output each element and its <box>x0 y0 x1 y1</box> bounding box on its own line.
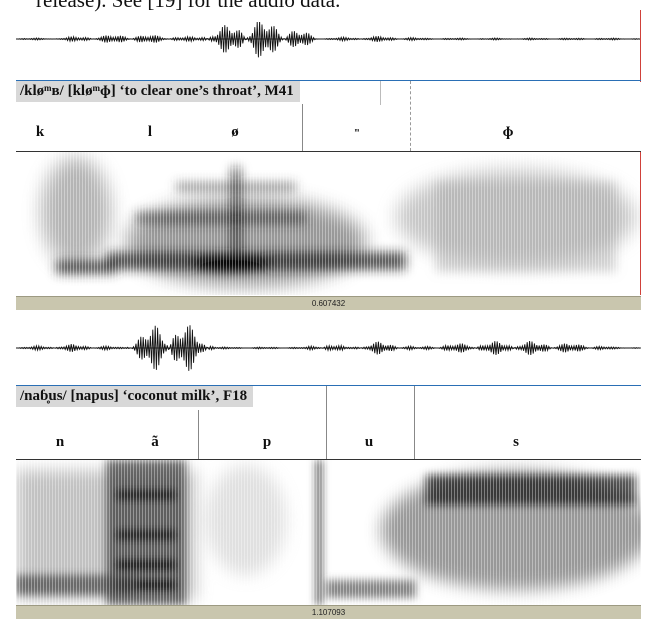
segment-m-prenasal: ᵐ <box>354 126 360 136</box>
duration-label-1: 0.607432 <box>311 299 346 308</box>
duration-label-2: 1.107093 <box>311 608 346 617</box>
segment-u: u <box>364 434 374 450</box>
cursor-line-1b <box>640 152 641 295</box>
tier-border-2a <box>16 385 641 386</box>
segment-n: n <box>55 434 65 450</box>
figure-1-title: /kløᵐʙ/ [kløᵐɸ] ‘to clear one’s throat’,… <box>16 81 300 102</box>
tier-border-2b <box>16 459 641 460</box>
segment-o-slash: ø <box>231 124 239 140</box>
time-bar-1: 0.607432 <box>16 296 641 310</box>
spectrogram-1 <box>16 152 641 295</box>
segment-boundary-dashed <box>410 81 412 151</box>
tier-border-1b <box>16 151 641 152</box>
segment-a-tilde: ã <box>151 434 159 450</box>
cursor-line-1 <box>640 10 641 82</box>
segment-s: s <box>513 434 519 450</box>
title-boundary <box>380 81 381 105</box>
time-bar-2: 1.107093 <box>16 605 641 619</box>
segment-boundary <box>302 104 303 151</box>
segment-boundary <box>326 386 327 459</box>
tier-border-1a <box>16 80 641 81</box>
segment-phi: ɸ <box>502 124 514 140</box>
caption-text: release). See [19] for the audio data. <box>36 0 341 12</box>
segment-k: k <box>35 124 45 140</box>
waveform-1 <box>16 22 641 58</box>
spectrogram-2 <box>16 460 641 605</box>
waveform-2 <box>16 325 641 371</box>
segment-l: l <box>147 124 153 140</box>
figure-2-title: /naɓ̥us/ [napus] ‘coconut milk’, F18 <box>16 386 254 407</box>
segment-boundary <box>414 386 415 459</box>
segment-boundary <box>198 410 199 459</box>
segment-p: p <box>262 434 272 450</box>
